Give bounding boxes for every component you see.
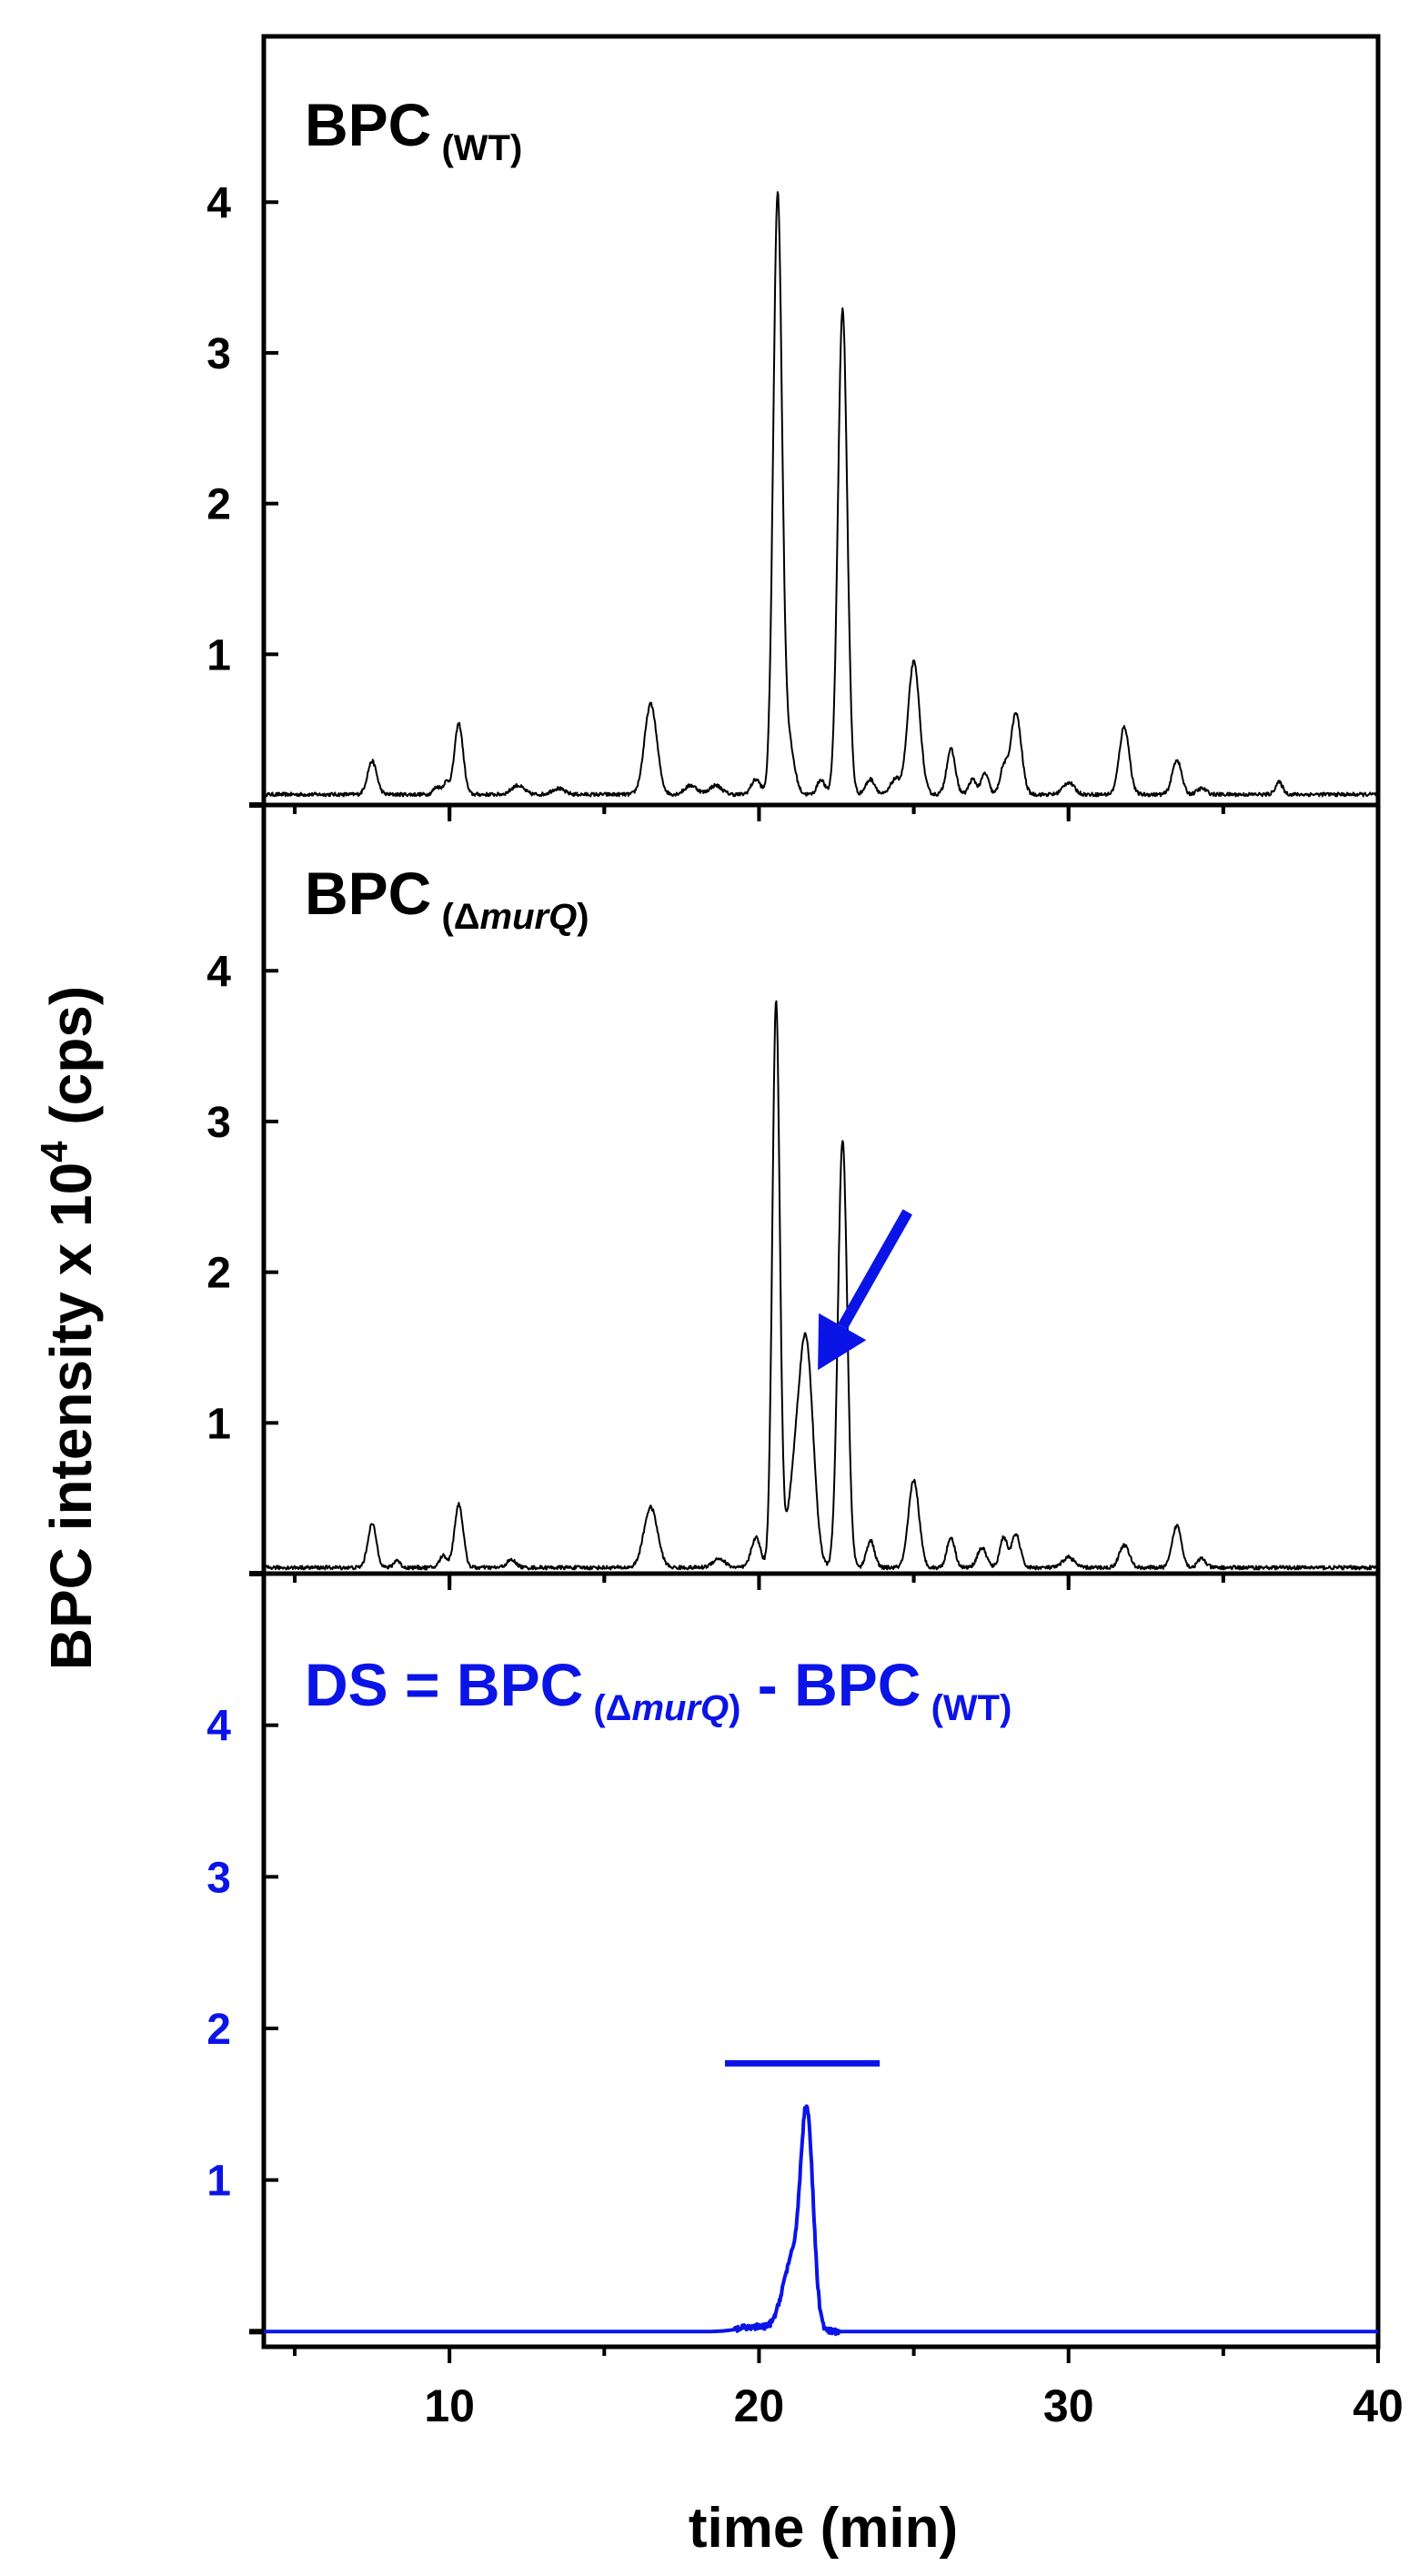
y-axis-label-unit: (cps) xyxy=(38,986,104,1142)
y-tick-label: 4 xyxy=(206,948,231,996)
y-tick-label: 4 xyxy=(206,1703,231,1751)
x-axis-label: time (min) xyxy=(689,2497,958,2560)
panel-title-main: DS = BPC xyxy=(305,1651,583,1718)
panel-3: 1 2 3 4 DS = BPC (ΔmurQ) - BPC (WT) xyxy=(206,1571,1381,2363)
y-axis-label-exponent: 4 xyxy=(33,1141,75,1162)
y-tick-label: 3 xyxy=(206,330,231,378)
trace-line xyxy=(263,191,1379,798)
y-tick-label: 1 xyxy=(206,2158,231,2206)
panel-title-subscript: (WT) xyxy=(431,128,522,168)
x-tick-label: 40 xyxy=(1353,2380,1404,2431)
y-tick-label: 2 xyxy=(206,1250,231,1298)
panel-title-subscript-2: (WT) xyxy=(921,1688,1011,1728)
panel-title-subscript-italic: murQ xyxy=(631,1688,729,1728)
panel-title-subscript-close: ) xyxy=(729,1688,740,1728)
panel-title: BPC (WT) xyxy=(305,91,522,168)
annotation-arrow-head xyxy=(818,1313,867,1371)
y-tick-label: 4 xyxy=(206,179,231,227)
y-axis-label: BPC intensity x 104 (cps) xyxy=(33,986,104,1670)
panel-title-main: BPC xyxy=(305,860,431,927)
panel-title-subscript-open: (Δ xyxy=(583,1688,631,1728)
annotation-arrow-shaft xyxy=(838,1209,912,1330)
x-tick-label: 20 xyxy=(734,2380,785,2431)
panel-title-subscript-open: (Δ xyxy=(431,897,479,937)
y-tick-label: 2 xyxy=(206,2006,231,2054)
panel-title: BPC (ΔmurQ) xyxy=(305,860,589,937)
panel-title-subscript-close: ) xyxy=(577,897,589,937)
panel-title: DS = BPC (ΔmurQ) - BPC (WT) xyxy=(305,1651,1011,1728)
panel-title-subscript-italic: murQ xyxy=(480,897,578,937)
y-tick-label: 1 xyxy=(206,631,231,679)
y-tick-label: 3 xyxy=(206,1854,231,1902)
panel-frame xyxy=(261,1571,1381,2350)
y-tick-label: 2 xyxy=(206,481,231,529)
panel-title-mid: - BPC xyxy=(740,1651,921,1718)
trace-line xyxy=(262,2104,1380,2337)
x-tick-label: 10 xyxy=(424,2380,475,2431)
trace-line xyxy=(263,1000,1379,1571)
y-tick-label: 3 xyxy=(206,1099,231,1147)
x-tick-label: 30 xyxy=(1043,2380,1094,2431)
y-tick-label: 1 xyxy=(206,1400,231,1448)
y-axis-label-main: BPC intensity x 10 xyxy=(38,1162,104,1670)
panel-title-main: BPC xyxy=(305,91,431,158)
